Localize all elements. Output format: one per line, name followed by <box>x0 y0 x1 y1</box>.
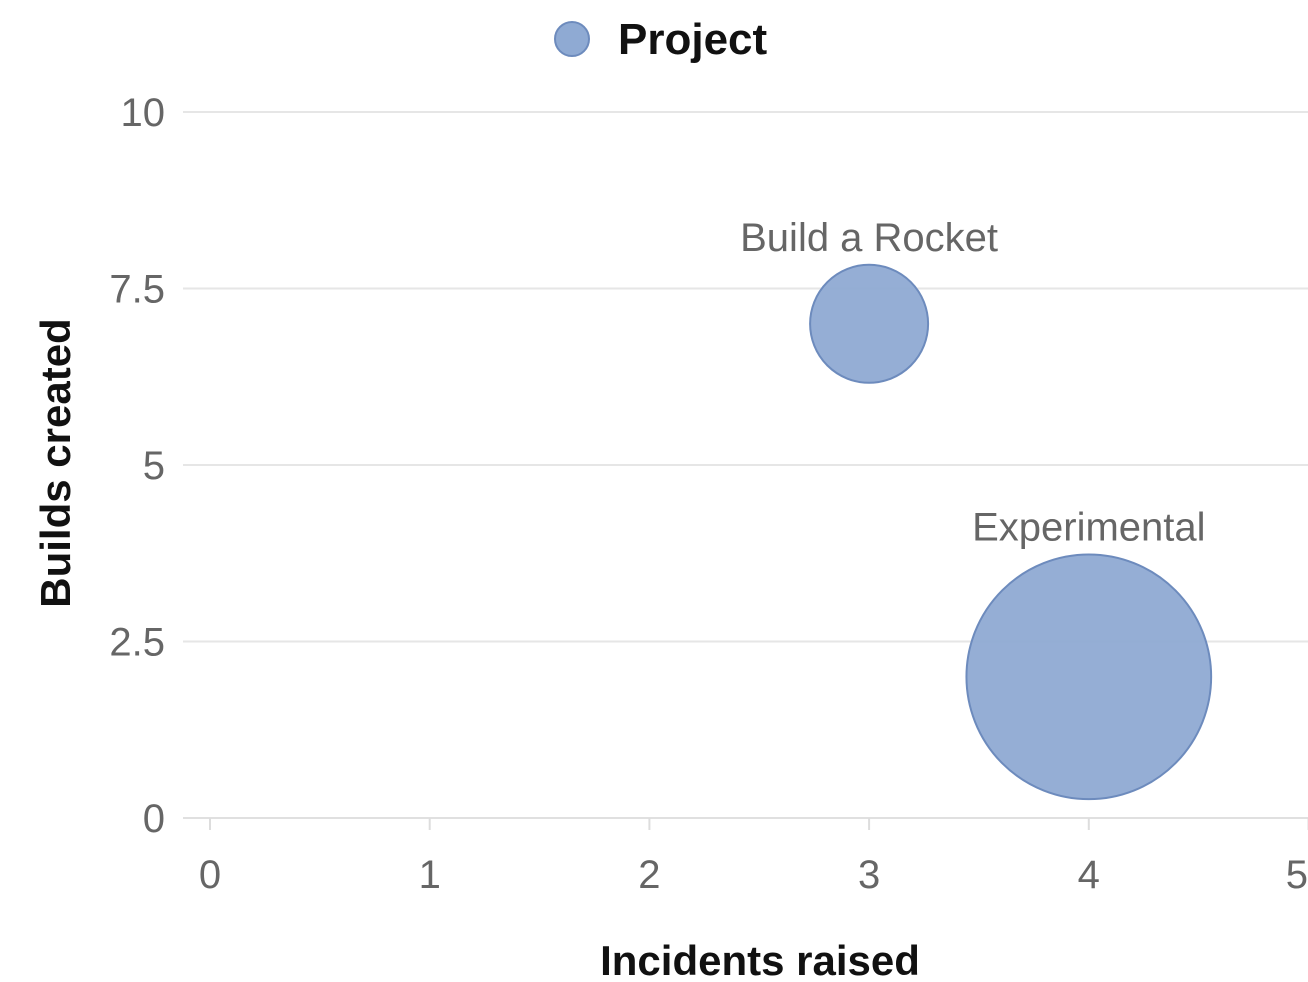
y-tick-label: 5 <box>143 444 165 488</box>
bubbles: Build a Rocket Experimental <box>740 216 1213 801</box>
y-tick-label: 2.5 <box>109 621 165 665</box>
x-tick-label: 4 <box>1078 853 1100 897</box>
y-axis-title: Builds created <box>32 318 79 607</box>
x-tick-label: 2 <box>638 853 660 897</box>
bubble-label: Build a Rocket <box>740 216 998 260</box>
y-tick-label: 7.5 <box>109 268 165 312</box>
x-axis-title: Incidents raised <box>600 937 920 982</box>
y-tick-label: 0 <box>143 797 165 841</box>
legend[interactable]: Project <box>554 15 768 64</box>
x-tick-label: 1 <box>419 853 441 897</box>
y-axis-ticks: 0 2.5 5 7.5 10 <box>109 91 165 841</box>
bubble-point[interactable] <box>809 263 930 384</box>
x-tick-label: 5 <box>1286 853 1308 897</box>
bubble-label: Experimental <box>972 505 1205 549</box>
x-axis-ticks: 0 1 2 3 4 5 <box>199 818 1308 897</box>
x-tick-label: 0 <box>199 853 221 897</box>
bubble-point[interactable] <box>965 553 1213 801</box>
grid-lines <box>183 111 1308 643</box>
legend-label-project[interactable]: Project <box>618 15 768 64</box>
y-tick-label: 10 <box>121 91 166 135</box>
legend-swatch-project[interactable] <box>554 21 590 57</box>
x-tick-label: 3 <box>858 853 880 897</box>
